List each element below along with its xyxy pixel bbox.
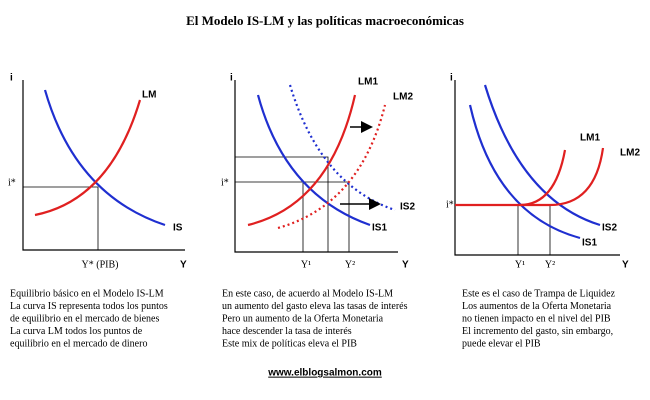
axis-label: i	[450, 73, 453, 84]
tick-label: i*	[8, 177, 16, 188]
note-line: de equilibrio en el mercado de bienes	[10, 313, 159, 324]
curve-label: IS1	[582, 238, 597, 249]
axis-label: Y	[180, 260, 187, 271]
panel-1: i Y i* Y* (PIB) LM IS	[8, 73, 187, 271]
axes	[234, 80, 398, 253]
note-line: Este mix de políticas eleva el PIB	[222, 338, 357, 349]
axes	[454, 80, 620, 256]
note-line: Este es el caso de Trampa de Liquidez	[462, 288, 616, 299]
note-line: equilibrio en el mercado de dinero	[10, 338, 147, 349]
curve-label: IS2	[400, 202, 415, 213]
footer-link[interactable]: www.elblogsalmon.com	[267, 368, 382, 379]
curve-label: IS2	[602, 223, 617, 234]
guide	[23, 186, 99, 250]
tick-label: Y¹	[301, 259, 311, 270]
lm2-curve	[277, 104, 387, 230]
curve-label: LM2	[393, 92, 413, 103]
curve-label: LM	[142, 90, 156, 101]
tick-label: Y¹	[515, 259, 525, 270]
is1-curve	[468, 104, 581, 240]
tick-label: Y²	[345, 259, 355, 270]
title: El Modelo IS-LM y las políticas macroeco…	[186, 13, 464, 28]
is2-curve	[483, 84, 601, 227]
tick-label: Y²	[545, 259, 555, 270]
axis-label: i	[10, 73, 13, 84]
is2-curve	[288, 84, 396, 212]
note-line: La curva LM todos los puntos de	[10, 326, 143, 337]
curve-label: IS1	[372, 223, 387, 234]
is1-curve	[256, 94, 371, 227]
axes	[22, 80, 185, 251]
note-line: Pero un aumento de la Oferta Monetaria	[222, 313, 384, 324]
guide	[517, 205, 551, 255]
axis-label: Y	[622, 260, 629, 271]
note-line: En este caso, de acuerdo al Modelo IS-LM	[222, 288, 393, 299]
note-line: Equilibrio básico en el Modelo IS-LM	[10, 288, 164, 299]
note-line: hace descender la tasa de interés	[222, 326, 352, 337]
curve-label: IS	[173, 223, 183, 234]
panel-2: i Y i* Y¹ Y² LM1 LM2 IS2 IS1	[221, 73, 415, 271]
tick-label: i*	[446, 199, 454, 210]
lm2-curve	[520, 147, 605, 207]
note-line: un aumento del gasto eleva las tasas de …	[222, 301, 408, 312]
note-line: La curva IS representa todos los puntos	[10, 301, 168, 312]
axis-label: i	[230, 73, 233, 84]
tick-label: Y* (PIB)	[82, 259, 119, 270]
note-line: El incremento del gasto, sin embargo,	[462, 326, 613, 337]
panel-3: i Y i* Y¹ Y² LM1 LM2 IS2 IS1	[446, 73, 640, 271]
lm1-curve	[247, 94, 357, 227]
tick-label: i*	[221, 177, 229, 188]
note-line: Los aumentos de la Oferta Monetaria	[462, 301, 612, 312]
curve-label: LM2	[620, 148, 640, 159]
curve-label: LM1	[358, 77, 378, 88]
lm-curve	[34, 99, 142, 217]
note-line: no tienen impacto en el nivel del PIB	[462, 313, 611, 324]
axis-label: Y	[402, 260, 409, 271]
curve-label: LM1	[580, 133, 600, 144]
note-line: puede elevar el PIB	[462, 338, 541, 349]
is-curve	[43, 89, 166, 227]
